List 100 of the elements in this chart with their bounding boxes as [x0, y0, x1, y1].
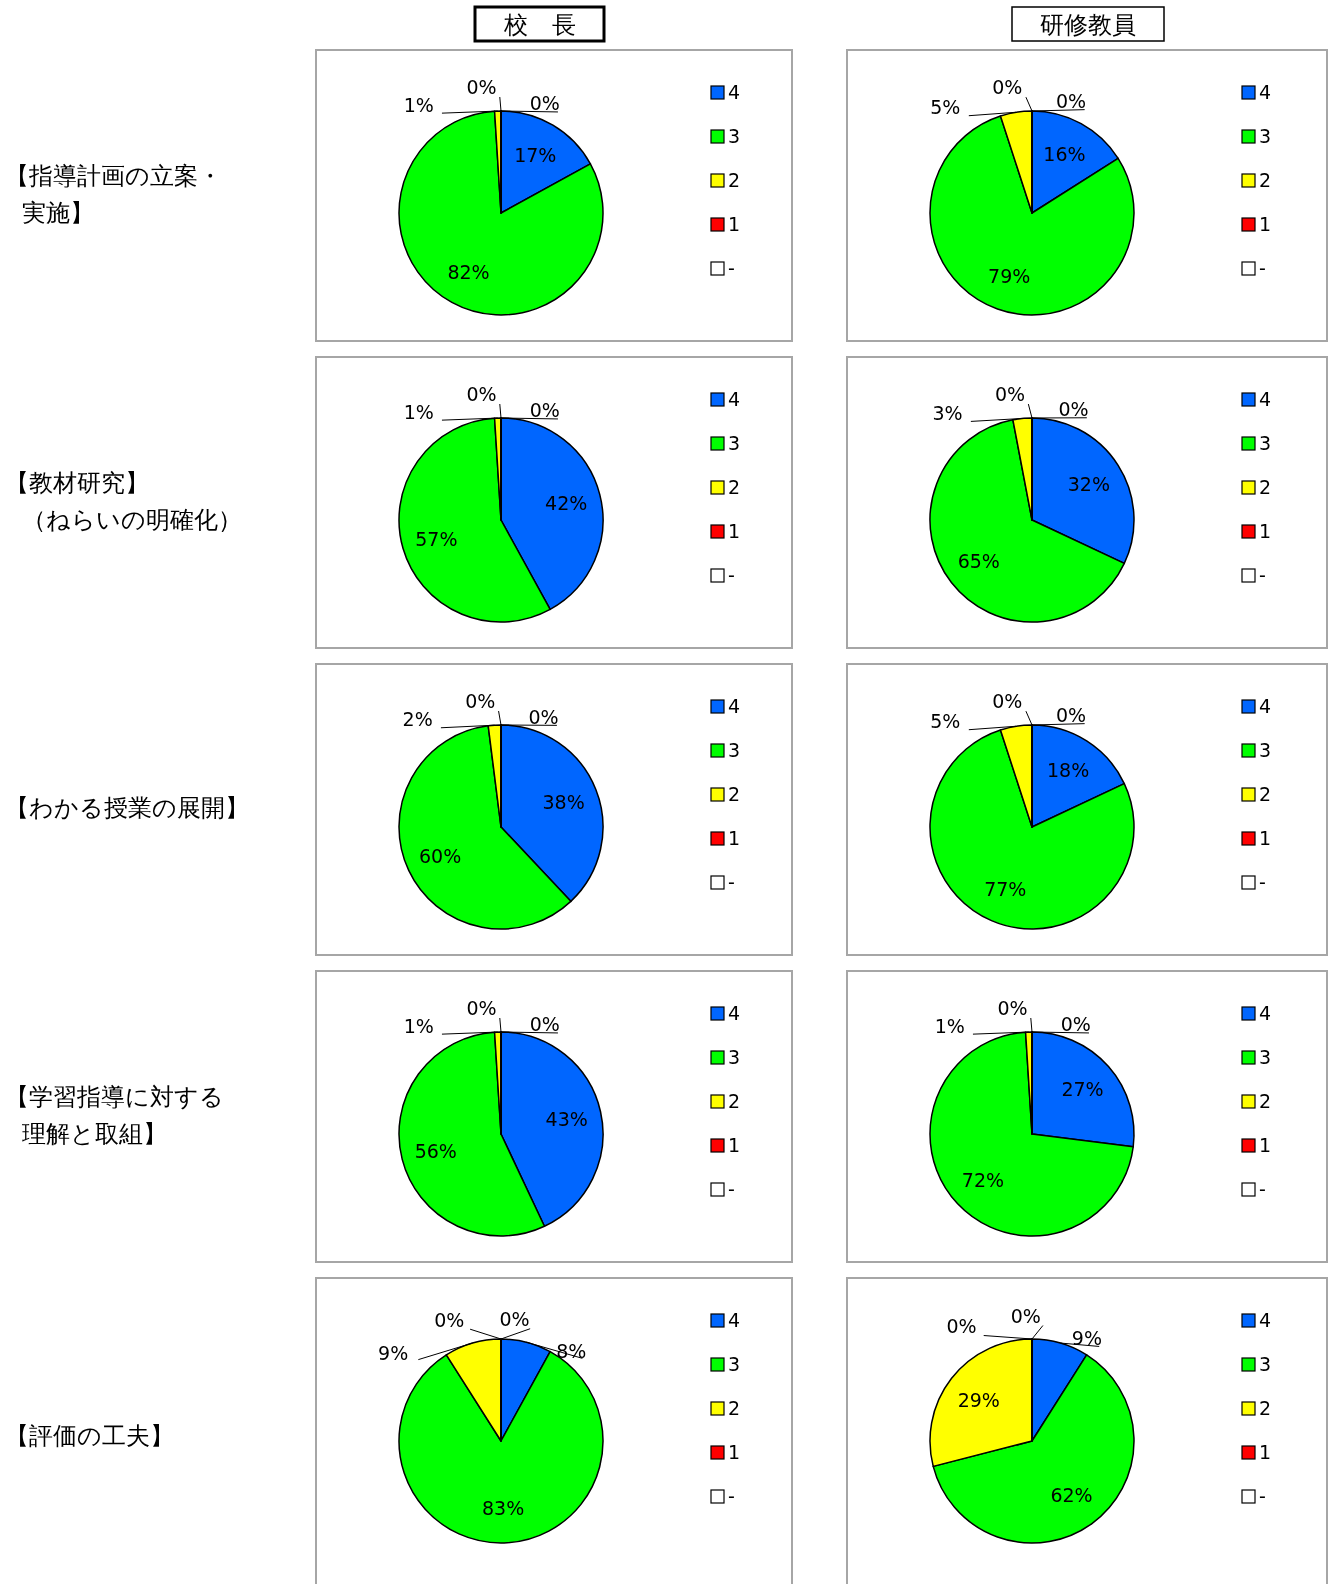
legend-label: 1 — [1259, 213, 1272, 235]
data-label: 42% — [545, 492, 588, 515]
data-label: 1% — [403, 400, 434, 423]
legend-label: 4 — [1259, 695, 1272, 717]
legend-label: 3 — [728, 432, 741, 454]
text: 0% — [1010, 1304, 1041, 1327]
legend-label: 3 — [1259, 1046, 1272, 1068]
legend-label: - — [1259, 564, 1266, 586]
legend-label: 3 — [1259, 1353, 1272, 1375]
legend-label: 1 — [728, 520, 741, 542]
text: 【指導計画の立案・ — [5, 161, 222, 190]
text: 実施】 — [22, 198, 94, 227]
legend-label: 2 — [728, 476, 741, 498]
text: 0% — [529, 92, 560, 115]
legend-label: 2 — [728, 169, 741, 191]
legend-label: 2 — [728, 1397, 741, 1419]
legend-label: - — [1259, 257, 1266, 279]
data-label: 18% — [1046, 759, 1090, 782]
legend-label: 3 — [728, 125, 741, 147]
text: 0% — [1060, 1013, 1091, 1036]
legend-label: 4 — [1259, 81, 1272, 103]
legend-label: 1 — [728, 827, 741, 849]
legend-label: 3 — [1259, 432, 1272, 454]
legend-label: 3 — [728, 1353, 741, 1375]
legend-label: - — [1259, 1178, 1266, 1200]
legend-label: 1 — [1259, 1134, 1272, 1156]
text: 0% — [466, 383, 497, 406]
chart-title: 研修教員 — [1040, 11, 1136, 39]
legend-label: 4 — [728, 81, 741, 103]
data-label: 60% — [418, 844, 462, 867]
text: 0% — [1056, 89, 1087, 112]
legend-label: 1 — [1259, 520, 1272, 542]
text: 0% — [997, 997, 1028, 1020]
data-label: 43% — [545, 1108, 588, 1131]
data-label: 57% — [415, 527, 458, 550]
data-label: 17% — [514, 144, 557, 167]
data-label: 5% — [930, 710, 961, 733]
data-label: 32% — [1067, 472, 1110, 495]
data-label: 38% — [542, 791, 585, 814]
legend-label: 1 — [1259, 1441, 1272, 1463]
data-label: 27% — [1061, 1078, 1104, 1101]
text: 0% — [1056, 703, 1087, 726]
legend-label: 4 — [728, 1309, 741, 1331]
legend-label: - — [1259, 871, 1266, 893]
legend-label: 4 — [728, 1002, 741, 1024]
text: 0% — [992, 76, 1023, 99]
legend-label: 4 — [1259, 388, 1272, 410]
text: 0% — [946, 1315, 977, 1338]
text: （ねらいの明確化） — [22, 505, 242, 534]
legend-label: - — [728, 1178, 735, 1200]
legend-label: 3 — [728, 739, 741, 761]
legend-label: 2 — [1259, 476, 1272, 498]
data-label: 5% — [930, 96, 961, 119]
data-label: 1% — [934, 1014, 965, 1037]
text: 【教材研究】 — [5, 468, 149, 497]
chart-title: 校 長 — [503, 11, 576, 39]
legend-label: 1 — [1259, 827, 1272, 849]
legend-label: 2 — [728, 1090, 741, 1112]
text: 【学習指導に対する — [5, 1082, 224, 1111]
data-label: 29% — [957, 1388, 1000, 1411]
legend-label: - — [728, 871, 735, 893]
pie-slice — [929, 1031, 1134, 1237]
data-label: 2% — [402, 708, 433, 731]
legend-label: 3 — [728, 1046, 741, 1068]
data-label: 16% — [1043, 143, 1086, 166]
legend-label: - — [1259, 1485, 1266, 1507]
data-label: 9% — [378, 1341, 409, 1364]
legend-label: 4 — [1259, 1002, 1272, 1024]
legend-label: 4 — [728, 695, 741, 717]
data-label: 56% — [414, 1139, 457, 1162]
data-label: 9% — [1071, 1327, 1102, 1350]
text: 理解と取組】 — [22, 1119, 167, 1148]
data-label: 62% — [1050, 1484, 1093, 1507]
legend-label: 2 — [1259, 169, 1272, 191]
data-label: 79% — [988, 265, 1031, 288]
legend-label: 1 — [728, 1134, 741, 1156]
data-label: 1% — [403, 1014, 434, 1037]
pie-slice — [398, 110, 604, 316]
text: 0% — [529, 399, 560, 422]
data-label: 3% — [932, 401, 963, 424]
legend-label: - — [728, 564, 735, 586]
text: 0% — [1058, 397, 1089, 420]
legend-label: 2 — [1259, 783, 1272, 805]
data-label: 72% — [961, 1169, 1005, 1192]
legend-label: 4 — [1259, 1309, 1272, 1331]
text: 0% — [994, 383, 1026, 406]
legend-label: 2 — [1259, 1090, 1272, 1112]
text: 0% — [465, 690, 496, 713]
text: 0% — [466, 997, 497, 1020]
legend-label: 4 — [728, 388, 741, 410]
text: 【わかる授業の展開】 — [5, 793, 249, 822]
text: 0% — [499, 1308, 530, 1331]
legend-label: 2 — [728, 783, 741, 805]
text: 0% — [992, 690, 1023, 713]
text: 0% — [528, 705, 559, 728]
legend-label: 1 — [728, 1441, 741, 1463]
text: 0% — [466, 76, 497, 99]
data-label: 77% — [984, 877, 1027, 900]
legend-label: 3 — [1259, 125, 1272, 147]
data-label: 65% — [957, 550, 1000, 573]
